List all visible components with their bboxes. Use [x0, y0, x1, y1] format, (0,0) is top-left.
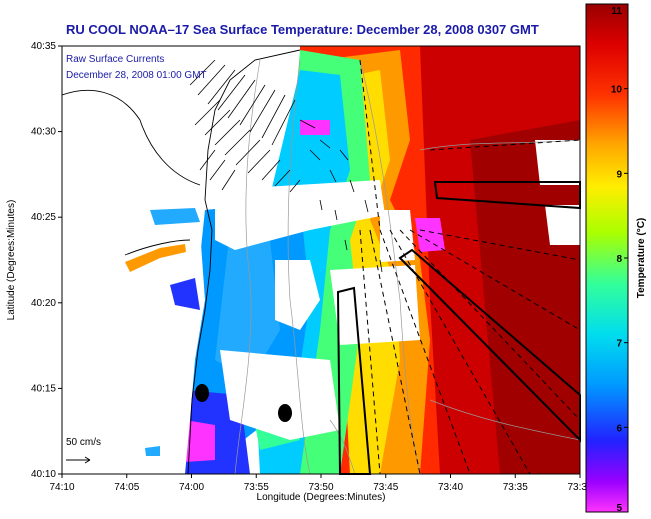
y-tick-label: 40:10 [31, 469, 56, 480]
y-tick-label: 40:20 [31, 298, 56, 309]
currents-legend-line2: December 28, 2008 01:00 GMT [66, 70, 207, 81]
x-axis-ticks: 74:10 74:05 74:00 73:55 73:50 73:45 73:40 73:35… [49, 474, 593, 493]
station-marker [278, 404, 292, 422]
scale-label: 50 cm/s [66, 437, 101, 448]
colorbar-tick-label: 8 [616, 254, 622, 265]
station-marker [195, 384, 209, 402]
map-title: RU COOL NOAA–17 Sea Surface Temperature:… [66, 22, 539, 37]
colorbar-label: Temperature (°C) [636, 218, 647, 299]
x-axis-label: Longitude (Degrees:Minutes) [257, 492, 386, 503]
x-tick-label: 74:00 [179, 482, 204, 493]
x-tick-label: 73:35 [503, 482, 528, 493]
x-tick-label: 73:40 [438, 482, 463, 493]
colorbar-tick-label: 7 [616, 339, 622, 350]
y-tick-label: 40:30 [31, 127, 56, 138]
x-tick-label: 74:10 [49, 482, 74, 493]
colorbar-tick-label: 6 [616, 423, 622, 434]
coastline [62, 49, 301, 474]
x-tick-label: 73:30 [567, 482, 592, 493]
y-tick-label: 40:35 [31, 41, 56, 52]
y-tick-label: 40:15 [31, 383, 56, 394]
colorbar-tick-label: 5 [616, 503, 622, 514]
bathymetry-contours [234, 59, 580, 474]
y-axis-ticks: 40:35 40:30 40:25 40:20 40:15 40:10 [31, 41, 62, 480]
currents-legend-line1: Raw Surface Currents [66, 54, 164, 65]
colorbar-tick-label: 11 [611, 6, 622, 17]
colorbar-tick-label: 9 [616, 169, 622, 180]
scale-arrow [66, 456, 91, 464]
y-tick-label: 40:25 [31, 212, 56, 223]
x-tick-label: 74:05 [114, 482, 139, 493]
x-tick-label: 73:50 [308, 482, 333, 493]
current-vectors [189, 59, 383, 273]
y-axis-label: Latitude (Degrees:Minutes) [6, 200, 17, 321]
colorbar-tick-label: 10 [611, 85, 623, 96]
x-tick-label: 73:45 [373, 482, 398, 493]
x-tick-label: 73:55 [244, 482, 269, 493]
colorbar [585, 3, 629, 513]
sst-field [62, 46, 580, 474]
colorbar-ticks: 11 10 9 8 7 6 5 [611, 3, 628, 514]
